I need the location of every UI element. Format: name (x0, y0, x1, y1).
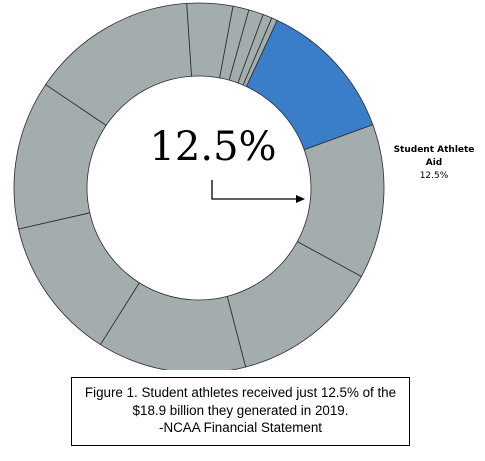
arrow-line (211, 180, 302, 200)
donut-chart (13, 2, 385, 370)
caption-line-2: $18.9 billion they generated in 2019. (132, 402, 349, 418)
arrow-head (296, 195, 305, 203)
slice-label: Student Athlete Aid 12.5% (384, 144, 484, 183)
slice-11 (242, 17, 278, 88)
figure-caption: Figure 1. Student athletes received just… (71, 377, 410, 446)
center-value: 12.5% (149, 124, 277, 170)
caption-line-3: -NCAA Financial Statement (159, 420, 322, 435)
caption-line-1: Figure 1. Student athletes received just… (84, 385, 397, 400)
donut-slices (13, 2, 385, 370)
slice-label-value: 12.5% (419, 171, 449, 181)
slice-label-name: Student Athlete Aid (393, 145, 475, 168)
